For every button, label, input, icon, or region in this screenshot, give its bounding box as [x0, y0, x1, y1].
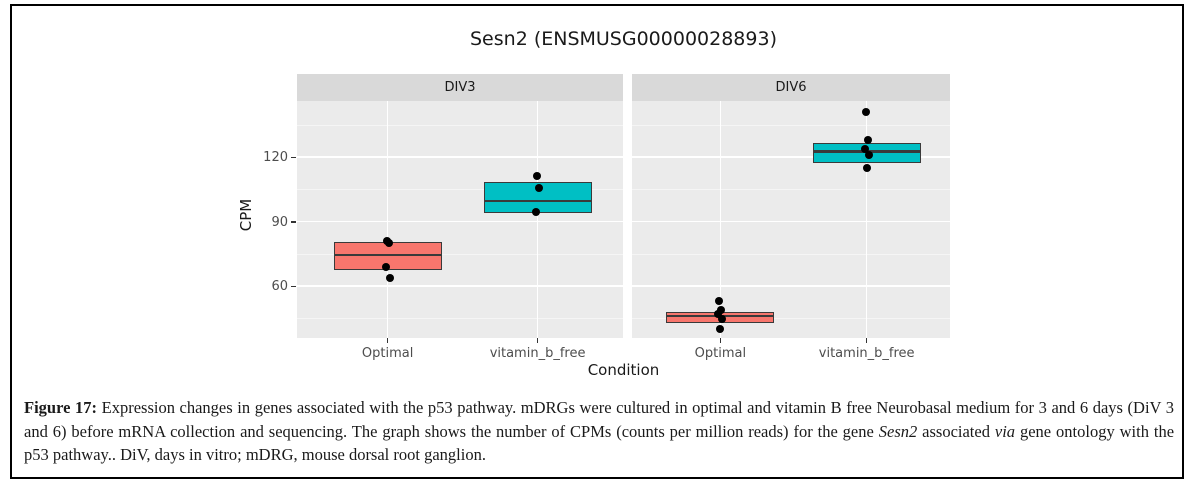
x-axis-title: Condition	[587, 361, 660, 379]
x-tick-label: vitamin_b_free	[489, 346, 586, 361]
caption-segment: associated	[917, 421, 995, 441]
data-point	[861, 107, 870, 116]
facet-strip: DIV3	[297, 74, 623, 101]
data-point	[864, 150, 873, 159]
caption-segment: Figure 17:	[24, 398, 102, 417]
facet-panel	[632, 101, 950, 338]
gridline-minor	[297, 253, 623, 255]
gridline-minor	[632, 124, 950, 126]
y-tick-label: 60	[271, 279, 288, 294]
gridline-vertical	[536, 101, 539, 338]
gridline-major	[297, 285, 623, 287]
data-point	[384, 239, 393, 247]
data-point	[715, 297, 724, 306]
x-tick-mark	[536, 338, 539, 343]
data-point	[862, 163, 871, 172]
boxplot-median	[483, 199, 592, 203]
data-point	[381, 262, 390, 271]
gridline-vertical	[386, 101, 389, 338]
gridline-major	[632, 285, 950, 287]
gridline-vertical	[719, 101, 722, 338]
gridline-major	[297, 220, 623, 223]
facet-panel	[297, 101, 623, 338]
y-tick-mark	[291, 156, 296, 158]
gridline-major	[297, 156, 623, 158]
x-tick-mark	[719, 338, 722, 343]
gridline-minor	[632, 318, 950, 320]
x-tick-label: Optimal	[361, 346, 414, 361]
boxplot-median	[333, 253, 442, 257]
data-point	[860, 145, 869, 154]
x-tick-label: vitamin_b_free	[818, 346, 915, 361]
y-tick-mark	[291, 221, 296, 223]
data-point	[531, 207, 540, 216]
y-tick-mark	[291, 285, 296, 287]
caption-segment: Sesn2	[878, 421, 918, 441]
caption-segment: Expression changes in genes associated w…	[24, 398, 1175, 441]
data-point	[385, 274, 394, 283]
gridline-major	[632, 156, 950, 158]
data-point	[534, 184, 543, 193]
gridline-minor	[297, 318, 623, 320]
gridline-minor	[297, 124, 623, 126]
x-tick-mark	[386, 338, 389, 343]
gridline-minor	[632, 253, 950, 255]
caption-segment: via	[994, 421, 1016, 441]
data-point	[863, 135, 872, 144]
gridline-vertical	[865, 101, 868, 338]
y-tick-label: 120	[263, 150, 288, 165]
figure-caption: Figure 17: Expression changes in genes a…	[24, 396, 1174, 467]
x-tick-label: Optimal	[694, 346, 747, 361]
chart-title: Sesn2 (ENSMUSG00000028893)	[470, 28, 777, 50]
data-point	[532, 172, 541, 181]
gridline-minor	[297, 189, 623, 191]
data-point	[717, 305, 726, 314]
x-tick-mark	[865, 338, 868, 343]
facet-strip: DIV6	[632, 74, 950, 101]
caption-segment: gene ontology with the p53 pathway.. DiV…	[24, 421, 1175, 465]
data-point	[714, 309, 723, 318]
y-axis-title: CPM	[237, 198, 255, 232]
gridline-minor	[632, 189, 950, 191]
data-point	[716, 325, 725, 333]
gridline-major	[632, 220, 950, 223]
data-point	[718, 315, 727, 324]
y-tick-label: 90	[271, 214, 288, 230]
